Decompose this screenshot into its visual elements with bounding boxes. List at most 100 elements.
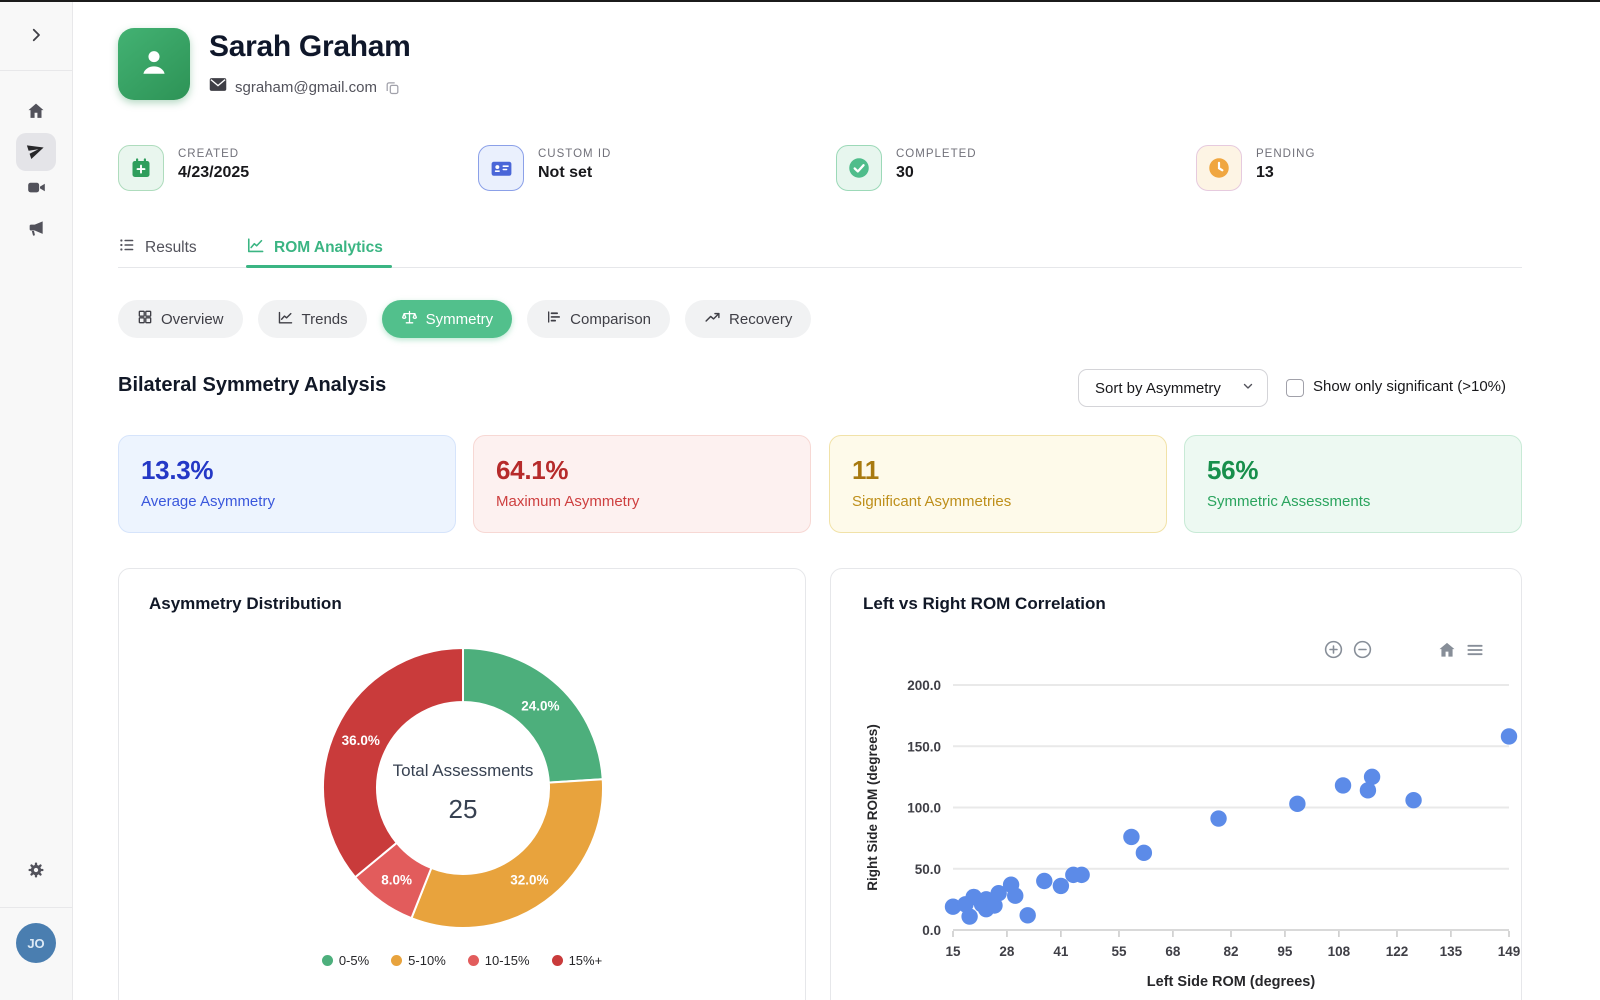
zoom-in-icon[interactable]: [1323, 639, 1344, 660]
info-card-custom-id: CUSTOM ID Not set: [478, 145, 611, 191]
scatter-point: [1334, 777, 1352, 794]
check-circle-icon: [836, 145, 882, 191]
tab-rom-analytics[interactable]: ROM Analytics: [246, 236, 383, 260]
legend-item-0-5%[interactable]: 0-5%: [321, 953, 370, 968]
chevron-down-icon: [1241, 379, 1255, 397]
home-icon: [26, 101, 46, 126]
gear-icon: [26, 860, 46, 885]
clock-icon: [1196, 145, 1242, 191]
sidebar-item-assessments[interactable]: [16, 133, 56, 171]
id-card-icon: [478, 145, 524, 191]
donut-center-value: 25: [449, 794, 478, 824]
significant-filter-label: Show only significant (>10%): [1313, 378, 1507, 395]
scatter-chart-title: Left vs Right ROM Correlation: [863, 594, 1106, 613]
donut-slice-label: 24.0%: [521, 699, 559, 714]
x-tick-label: 82: [1223, 944, 1238, 959]
stat-value: 64.1%: [496, 455, 569, 485]
active-tab-underline: [246, 265, 392, 268]
scatter-point: [1135, 844, 1153, 862]
info-label: CREATED: [178, 148, 240, 160]
scatter-point: [1210, 810, 1227, 827]
legend-item-10-15%[interactable]: 10-15%: [467, 953, 530, 968]
donut-slice-15%+[interactable]: [322, 646, 464, 879]
patient-email: sgraham@gmail.com: [235, 78, 377, 96]
x-tick-label: 122: [1386, 944, 1409, 959]
asymmetry-distribution-card: 24.0% 32.0% 8.0% 36.0% Total Assessments 25 A…: [118, 568, 806, 1000]
donut-slice-label: 8.0%: [381, 872, 412, 887]
scatter-point: [1052, 877, 1070, 895]
scatter-chart: 0.0 50.0 100.0 150.0 200.0 15 28 41 55 68 82 95 108 1…: [865, 678, 1520, 990]
scatter-point: [1007, 887, 1024, 904]
sidebar-item-home[interactable]: [16, 94, 56, 132]
sidebar-divider: [0, 907, 72, 908]
person-icon: [135, 43, 173, 86]
patient-email-row: sgraham@gmail.com: [209, 77, 400, 97]
subtab-label: Comparison: [570, 310, 652, 328]
scatter-point: [990, 885, 1007, 902]
x-tick-label: 68: [1165, 944, 1181, 959]
scatter-point: [944, 898, 962, 915]
tab-label: ROM Analytics: [274, 239, 383, 256]
stat-value: 56%: [1207, 455, 1259, 485]
x-tick-label: 95: [1277, 944, 1293, 959]
stat-card-maximum-asymmetry: 64.1% Maximum Asymmetry: [473, 435, 811, 533]
reset-home-icon[interactable]: [1437, 640, 1457, 660]
legend-item-5-10%[interactable]: 5-10%: [391, 953, 446, 968]
stat-label: Average Asymmetry: [141, 493, 275, 510]
info-label: COMPLETED: [896, 148, 977, 160]
zoom-out-icon[interactable]: [1352, 639, 1373, 660]
stat-label: Maximum Asymmetry: [496, 493, 640, 510]
subtab-symmetry[interactable]: Symmetry: [381, 300, 513, 338]
section-title: Bilateral Symmetry Analysis: [118, 374, 387, 396]
subtab-label: Overview: [161, 310, 224, 328]
sort-dropdown[interactable]: Sort by Asymmetry: [1078, 369, 1268, 407]
scatter-point: [1359, 782, 1377, 799]
subtab-comparison[interactable]: Comparison: [527, 300, 671, 338]
sidebar-expand-button[interactable]: [17, 22, 55, 50]
donut-legend: 0-5% 5-10% 10-15% 15%+: [119, 953, 805, 968]
scatter-point: [1073, 866, 1090, 884]
legend-dot: [551, 955, 563, 966]
legend-dot: [391, 955, 403, 966]
sidebar-item-video[interactable]: [16, 171, 56, 209]
x-tick-label: 41: [1053, 944, 1069, 959]
sidebar-item-announcements[interactable]: [16, 211, 56, 249]
list-icon: [118, 236, 136, 259]
scatter-point: [1500, 728, 1518, 745]
donut-slice-5-10%[interactable]: [410, 778, 604, 929]
x-tick-label: 135: [1440, 944, 1463, 959]
subtab-label: Trends: [301, 310, 348, 328]
envelope-icon: [209, 77, 227, 97]
menu-icon[interactable]: [1465, 640, 1485, 660]
scatter-point: [1123, 828, 1140, 846]
y-tick-label: 0.0: [922, 923, 941, 938]
subtab-recovery[interactable]: Recovery: [685, 300, 812, 338]
legend-item-15%+[interactable]: 15%+: [551, 953, 602, 968]
info-value: 4/23/2025: [178, 164, 250, 181]
significant-filter-checkbox[interactable]: [1286, 379, 1304, 397]
donut-center-label: Total Assessments: [393, 761, 534, 780]
stat-card-average-asymmetry: 13.3% Average Asymmetry: [118, 435, 456, 533]
legend-dot: [467, 955, 479, 966]
info-label: CUSTOM ID: [538, 148, 612, 160]
legend-label: 0-5%: [338, 953, 370, 968]
x-tick-label: 108: [1328, 944, 1351, 959]
user-avatar[interactable]: JO: [16, 923, 56, 963]
bar-chart-icon: [546, 309, 562, 329]
tabbar-divider: [118, 267, 1522, 268]
tab-results[interactable]: Results: [118, 236, 197, 259]
donut-chart-title: Asymmetry Distribution: [149, 594, 342, 613]
stat-label: Significant Asymmetries: [852, 493, 1012, 510]
subtab-trends[interactable]: Trends: [257, 300, 367, 338]
info-card-pending: PENDING 13: [1196, 145, 1315, 191]
donut-chart: 24.0% 32.0% 8.0% 36.0% Total Assessments 25: [322, 646, 604, 929]
copy-icon[interactable]: [385, 80, 400, 95]
sidebar-item-settings[interactable]: [16, 853, 56, 891]
legend-label: 10-15%: [484, 953, 530, 968]
legend-dot: [321, 955, 333, 966]
paper-plane-icon: [26, 140, 46, 165]
info-value: 13: [1256, 164, 1274, 181]
y-tick-label: 100.0: [907, 801, 941, 816]
subtab-overview[interactable]: Overview: [118, 300, 243, 338]
donut-slice-0-5%[interactable]: [462, 646, 604, 784]
